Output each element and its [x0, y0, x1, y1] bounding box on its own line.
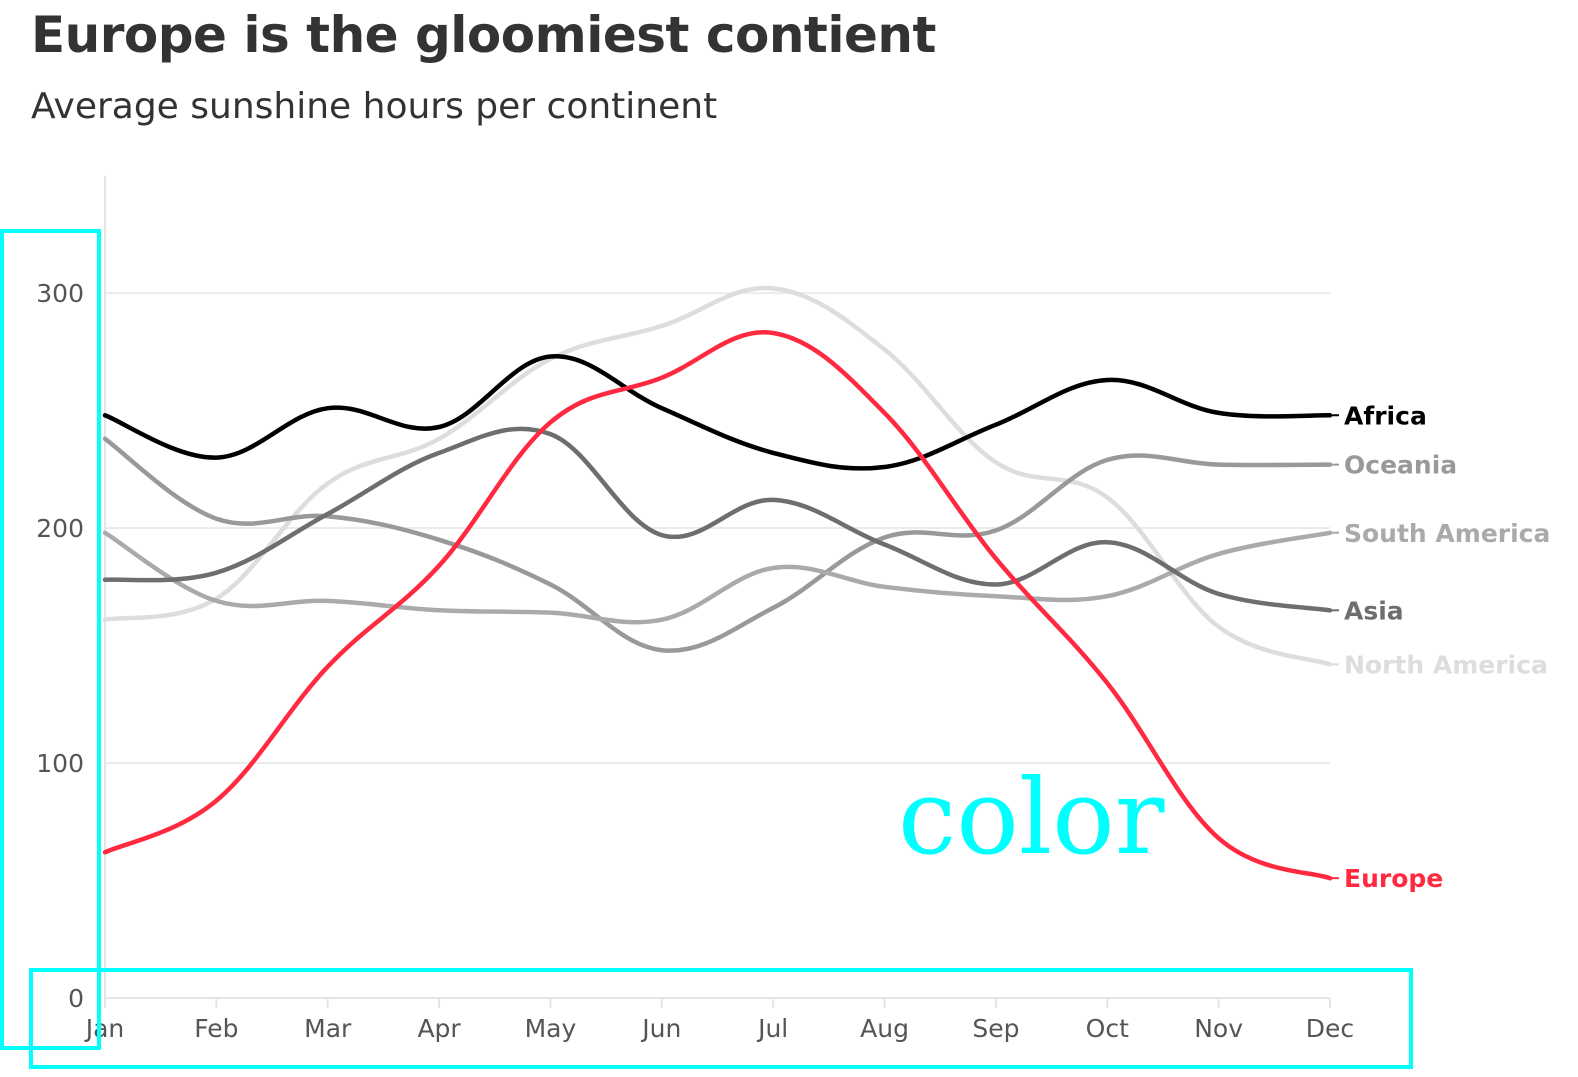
y-tick-label: 200 — [36, 514, 84, 543]
series-lines — [102, 285, 1333, 881]
x-tick-label: Mar — [304, 1014, 352, 1043]
x-tick-label: Jan — [84, 1014, 125, 1043]
series-labels: North America Oceania South America Asia Afr… — [1330, 401, 1550, 893]
series-line-asia — [102, 426, 1333, 613]
y-tick-label: 300 — [36, 279, 84, 308]
x-tick-label: Jun — [640, 1014, 681, 1043]
x-tick-label: Apr — [417, 1014, 461, 1043]
series-line-europe — [102, 330, 1333, 881]
highlight-overlay: color — [0, 229, 1413, 1069]
x-axis: Jan Feb Mar Apr May Jun Jul Aug Sep Oct Nov Dec — [84, 175, 1354, 1043]
series-line-africa — [102, 354, 1333, 471]
x-tick-label: Aug — [860, 1014, 909, 1043]
series-line-north-america — [102, 285, 1333, 667]
x-tick-label: May — [525, 1014, 577, 1043]
x-tick-label: Nov — [1194, 1014, 1243, 1043]
y-tick-label: 0 — [68, 984, 84, 1013]
chart-subtitle: Average sunshine hours per continent — [31, 86, 718, 127]
series-label-europe: Europe — [1344, 864, 1443, 893]
x-axis-highlight-box — [29, 968, 1413, 1069]
x-tick-label: Jul — [756, 1014, 788, 1043]
x-tick-label: Dec — [1306, 1014, 1354, 1043]
color-annotation-text: color — [898, 756, 1165, 878]
x-tick-label: Oct — [1086, 1014, 1129, 1043]
series-line-oceania — [102, 436, 1333, 653]
gridlines — [105, 292, 1330, 765]
chart-title: Europe is the gloomiest contient — [31, 6, 936, 64]
series-line-south-america — [102, 530, 1333, 625]
x-tick-label: Feb — [194, 1014, 238, 1043]
series-label-africa: Africa — [1344, 401, 1427, 430]
y-tick-label: 100 — [36, 749, 84, 778]
series-label-asia: Asia — [1344, 596, 1404, 625]
y-axis-highlight-box — [0, 229, 101, 1050]
series-label-south-america: South America — [1344, 519, 1550, 548]
series-label-north-america: North America — [1344, 650, 1548, 679]
series-label-oceania: Oceania — [1344, 451, 1457, 480]
y-axis-ticks: 0 100 200 300 — [36, 279, 84, 1013]
x-tick-label: Sep — [972, 1014, 1019, 1043]
